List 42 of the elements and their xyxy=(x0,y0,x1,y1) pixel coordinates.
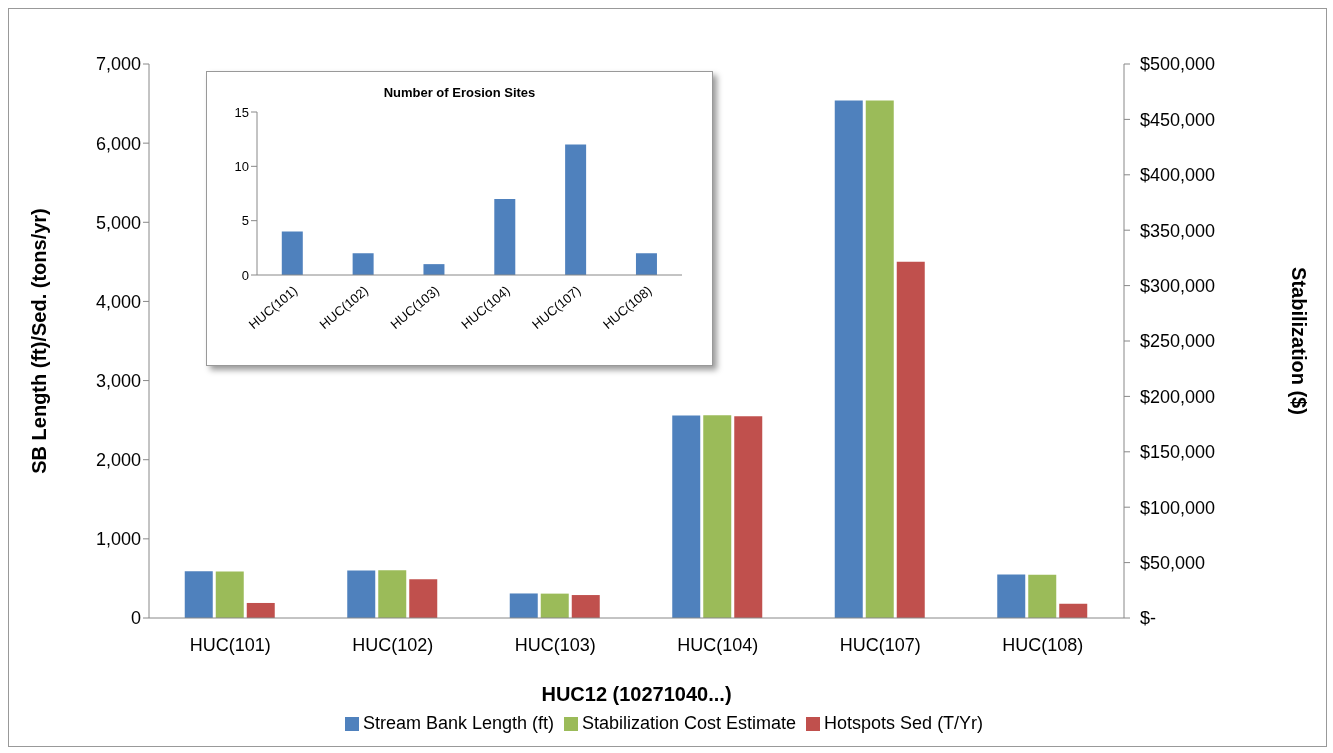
x-axis-title: HUC12 (10271040...) xyxy=(541,683,732,705)
y2-tick-label: $350,000 xyxy=(1140,220,1216,241)
bar xyxy=(281,231,303,275)
y-tick-label: 3,000 xyxy=(95,370,141,391)
x-tick-label: HUC(103) xyxy=(514,634,596,655)
y-tick-label: 5,000 xyxy=(95,212,141,233)
y-tick-label: 0 xyxy=(130,608,141,629)
legend-label: Stream Bank Length (ft) xyxy=(362,713,554,733)
bar xyxy=(565,144,587,275)
x-tick-label: HUC(102) xyxy=(352,634,434,655)
x-tick-label: HUC(108) xyxy=(1002,634,1084,655)
y-tick-label: 6,000 xyxy=(95,133,141,154)
y2-tick-label: $150,000 xyxy=(1140,442,1216,463)
y-tick-label: 15 xyxy=(234,104,249,120)
y2-tick-label: $50,000 xyxy=(1140,552,1206,573)
y-tick-label: 4,000 xyxy=(95,291,141,312)
x-tick-label: HUC(101) xyxy=(189,634,271,655)
y-tick-label: 2,000 xyxy=(95,450,141,471)
chart-title: Number of Erosion Sites xyxy=(383,85,536,100)
y2-tick-label: $200,000 xyxy=(1140,386,1216,407)
y2-tick-label: $300,000 xyxy=(1140,275,1216,296)
y2-tick-label: $250,000 xyxy=(1140,331,1216,352)
y2-tick-label: $500,000 xyxy=(1140,54,1216,75)
y2-axis-title: Stabilization ($) xyxy=(1287,267,1310,415)
y-tick-label: 7,000 xyxy=(95,54,141,75)
y-tick-label: 10 xyxy=(234,158,249,174)
legend-label: Stabilization Cost Estimate xyxy=(581,713,797,733)
y2-tick-label: $400,000 xyxy=(1140,165,1216,186)
y-tick-label: 0 xyxy=(241,267,249,283)
y-tick-label: 5 xyxy=(241,213,249,229)
y-tick-label: 1,000 xyxy=(95,529,141,550)
bar xyxy=(352,253,374,275)
x-tick-label: HUC(107) xyxy=(839,634,921,655)
y2-tick-label: $- xyxy=(1140,608,1157,629)
legend-label: Hotspots Sed (T/Yr) xyxy=(824,713,984,733)
y2-tick-label: $100,000 xyxy=(1140,497,1216,518)
y-axis-title: SB Length (ft)/Sed. (tons/yr) xyxy=(28,208,51,474)
bar xyxy=(494,198,516,275)
x-tick-label: HUC(104) xyxy=(677,634,759,655)
bar xyxy=(423,264,445,275)
bar xyxy=(635,253,657,275)
y2-tick-label: $450,000 xyxy=(1140,109,1216,130)
